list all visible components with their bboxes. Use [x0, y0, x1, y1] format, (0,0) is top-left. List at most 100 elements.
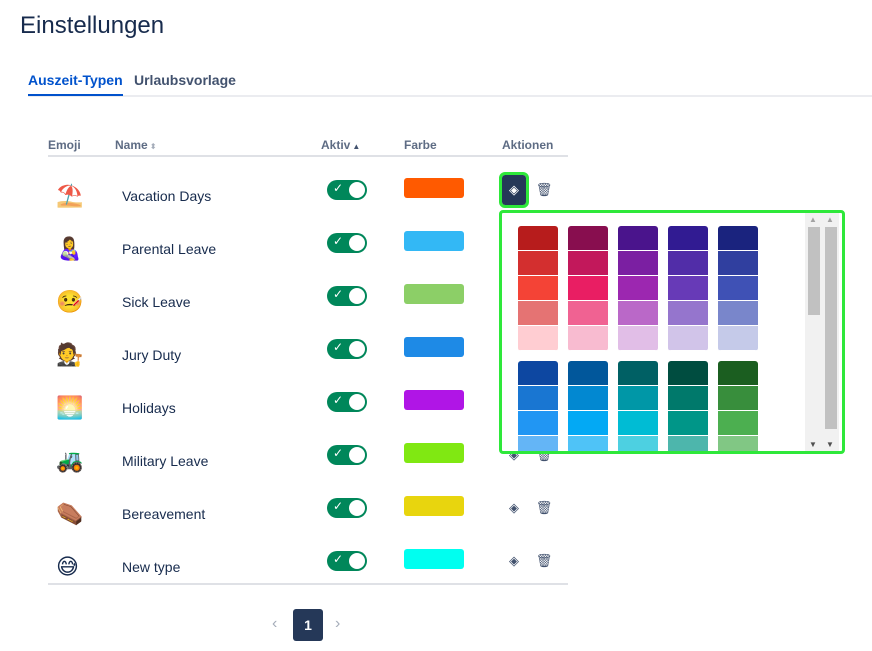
scroll-up-icon[interactable]: ▲ — [826, 215, 834, 224]
active-toggle[interactable]: ✓ — [327, 180, 367, 200]
trash-icon[interactable]: 🗑︎ — [535, 500, 553, 515]
color-option[interactable] — [518, 226, 558, 251]
color-swatch — [404, 178, 464, 198]
color-option[interactable] — [618, 436, 658, 451]
color-picker-popup: ▲ ▼ ▲ ▼ — [499, 210, 845, 454]
color-option[interactable] — [718, 361, 758, 386]
table-row: 😅 New type ✓ ◈ 🗑︎ — [48, 541, 568, 594]
paint-bucket-icon[interactable]: ◈ — [499, 172, 529, 208]
active-toggle[interactable]: ✓ — [327, 339, 367, 359]
color-option[interactable] — [568, 411, 608, 436]
color-option[interactable] — [718, 251, 758, 276]
color-option[interactable] — [568, 301, 608, 326]
scroll-down-icon[interactable]: ▼ — [809, 440, 817, 449]
scrollbar-outer[interactable]: ▲ ▼ — [822, 213, 839, 451]
column-name[interactable]: Name ⬍ — [115, 138, 156, 152]
table-bottom-divider — [48, 583, 568, 585]
color-option[interactable] — [668, 276, 708, 301]
column-emoji: Emoji — [48, 138, 81, 152]
color-option[interactable] — [668, 301, 708, 326]
scrollbar-thumb[interactable] — [808, 227, 820, 315]
chevron-right-icon[interactable]: › — [335, 615, 341, 632]
color-option[interactable] — [718, 326, 758, 351]
color-option[interactable] — [518, 251, 558, 276]
active-toggle[interactable]: ✓ — [327, 392, 367, 412]
color-column — [618, 226, 658, 351]
color-option[interactable] — [568, 436, 608, 451]
table-row: 👩‍🍼 Parental Leave ✓ ◈ 🗑︎ — [48, 223, 568, 276]
sort-asc-icon: ▲ — [352, 142, 361, 151]
active-toggle[interactable]: ✓ — [327, 551, 367, 571]
color-swatch — [404, 337, 464, 357]
column-active-label: Aktiv — [321, 138, 351, 152]
color-option[interactable] — [518, 301, 558, 326]
trash-icon[interactable]: 🗑︎ — [535, 182, 553, 197]
color-option[interactable] — [568, 226, 608, 251]
color-option[interactable] — [518, 411, 558, 436]
scrollbar-thumb[interactable] — [825, 227, 837, 429]
color-option[interactable] — [718, 411, 758, 436]
color-option[interactable] — [718, 276, 758, 301]
paint-bucket-icon[interactable]: ◈ — [509, 447, 519, 462]
table-row: 🧑‍⚖️ Jury Duty ✓ ◈ 🗑︎ — [48, 329, 568, 382]
scrollbar[interactable]: ▲ ▼ — [805, 213, 822, 451]
column-active[interactable]: Aktiv ▲ — [321, 138, 360, 152]
sort-icon: ⬍ — [149, 142, 157, 151]
page-button-1[interactable]: 1 — [293, 609, 323, 641]
page-title: Einstellungen — [20, 12, 165, 39]
check-icon: ✓ — [333, 234, 344, 248]
table-row: ⚰️ Bereavement ✓ ◈ 🗑︎ — [48, 488, 568, 541]
column-actions: Aktionen — [502, 138, 554, 152]
color-option[interactable] — [668, 361, 708, 386]
check-icon: ✓ — [333, 499, 344, 513]
color-option[interactable] — [568, 361, 608, 386]
color-option[interactable] — [618, 251, 658, 276]
table-header: Emoji Name ⬍ Aktiv ▲ Farbe Aktionen — [48, 137, 568, 157]
table-row: 🚜 Military Leave ✓ ◈ 🗑︎ — [48, 435, 568, 488]
color-option[interactable] — [568, 251, 608, 276]
color-option[interactable] — [518, 386, 558, 411]
tab-urlaubsvorlage[interactable]: Urlaubsvorlage — [134, 72, 236, 88]
check-icon: ✓ — [333, 287, 344, 301]
color-option[interactable] — [518, 326, 558, 351]
paint-bucket-icon[interactable]: ◈ — [509, 553, 519, 568]
color-option[interactable] — [568, 386, 608, 411]
emoji: 🌅 — [56, 395, 84, 420]
toggle-knob — [349, 182, 365, 198]
color-column — [568, 361, 608, 451]
color-option[interactable] — [568, 326, 608, 351]
color-option[interactable] — [618, 326, 658, 351]
tab-auszeit-typen[interactable]: Auszeit-Typen — [28, 72, 123, 96]
color-option[interactable] — [668, 226, 708, 251]
color-option[interactable] — [618, 226, 658, 251]
trash-icon[interactable]: 🗑︎ — [535, 553, 553, 568]
active-toggle[interactable]: ✓ — [327, 233, 367, 253]
color-option[interactable] — [718, 386, 758, 411]
paint-bucket-icon[interactable]: ◈ — [509, 500, 519, 515]
color-swatch — [404, 549, 464, 569]
color-option[interactable] — [618, 361, 658, 386]
color-option[interactable] — [618, 411, 658, 436]
color-option[interactable] — [668, 251, 708, 276]
active-toggle[interactable]: ✓ — [327, 445, 367, 465]
active-toggle[interactable]: ✓ — [327, 498, 367, 518]
color-option[interactable] — [618, 301, 658, 326]
color-option[interactable] — [718, 436, 758, 451]
color-option[interactable] — [668, 436, 708, 451]
scroll-up-icon[interactable]: ▲ — [809, 215, 817, 224]
color-option[interactable] — [668, 386, 708, 411]
color-option[interactable] — [668, 326, 708, 351]
color-option[interactable] — [568, 276, 608, 301]
chevron-left-icon[interactable]: ‹ — [272, 615, 278, 632]
color-option[interactable] — [518, 436, 558, 451]
color-column — [668, 226, 708, 351]
color-option[interactable] — [668, 411, 708, 436]
active-toggle[interactable]: ✓ — [327, 286, 367, 306]
color-option[interactable] — [518, 361, 558, 386]
color-option[interactable] — [618, 386, 658, 411]
scroll-down-icon[interactable]: ▼ — [826, 440, 834, 449]
color-option[interactable] — [718, 301, 758, 326]
color-option[interactable] — [518, 276, 558, 301]
color-option[interactable] — [718, 226, 758, 251]
color-option[interactable] — [618, 276, 658, 301]
